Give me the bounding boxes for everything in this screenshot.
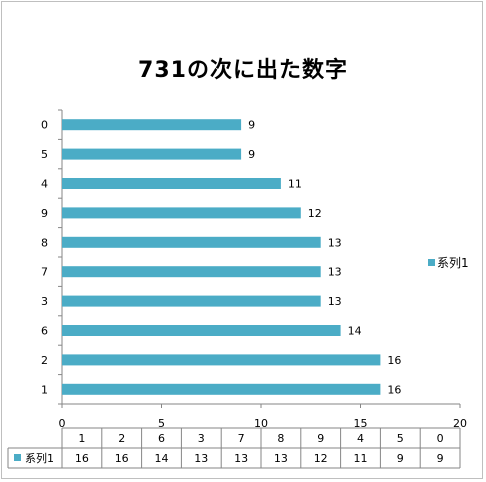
table-value-2: 16	[115, 452, 129, 465]
data-label-6: 14	[348, 325, 362, 338]
bar-4	[62, 178, 281, 189]
bar-9	[62, 207, 301, 219]
x-tick-label-15: 15	[354, 417, 368, 430]
y-tick-label-2: 2	[41, 354, 48, 367]
legend: 系列1	[428, 254, 469, 271]
data-label-0: 9	[248, 119, 255, 132]
bar-1	[62, 383, 381, 395]
table-series-label: 系列1	[25, 451, 54, 465]
y-tick-label-1: 1	[41, 383, 48, 396]
x-tick-label-0: 0	[59, 417, 66, 430]
y-tick-label-6: 6	[41, 325, 48, 338]
data-label-2: 16	[387, 354, 401, 367]
y-tick-label-9: 9	[41, 207, 48, 220]
table-header-5: 5	[397, 432, 404, 445]
x-tick-label-10: 10	[254, 417, 268, 430]
data-label-8: 13	[328, 236, 342, 249]
table-header-0: 0	[437, 432, 444, 445]
table-value-3: 13	[194, 452, 208, 465]
table-header-6: 6	[158, 432, 165, 445]
data-label-4: 11	[288, 178, 302, 191]
bar-2	[62, 354, 381, 366]
table-value-0: 9	[437, 452, 444, 465]
x-tick-label-20: 20	[453, 417, 467, 430]
bar-5	[62, 148, 242, 160]
table-value-8: 13	[274, 452, 288, 465]
x-tick-label-5: 5	[158, 417, 165, 430]
y-tick-label-4: 4	[41, 178, 48, 191]
data-label-7: 13	[328, 266, 342, 279]
table-header-7: 7	[238, 432, 245, 445]
bar-8	[62, 236, 321, 248]
bar-6	[62, 325, 341, 336]
y-tick-label-7: 7	[41, 266, 48, 279]
y-tick-label-0: 0	[41, 119, 48, 132]
table-value-9: 12	[314, 452, 328, 465]
bar-0	[62, 119, 242, 131]
data-label-3: 13	[328, 295, 342, 308]
data-label-5: 9	[248, 148, 255, 161]
y-tick-label-8: 8	[41, 236, 48, 249]
data-label-9: 12	[308, 207, 322, 220]
table-header-2: 2	[118, 432, 125, 445]
table-header-8: 8	[277, 432, 284, 445]
table-header-3: 3	[198, 432, 205, 445]
table-header-4: 4	[357, 432, 364, 445]
table-value-5: 9	[397, 452, 404, 465]
chart-title: 731の次に出た数字	[138, 58, 348, 83]
table-header-1: 1	[78, 432, 85, 445]
table-value-6: 14	[155, 452, 169, 465]
table-legend-swatch	[14, 454, 21, 461]
table-header-9: 9	[317, 432, 324, 445]
table-value-7: 13	[234, 452, 248, 465]
y-tick-label-3: 3	[41, 295, 48, 308]
bar-3	[62, 295, 321, 307]
bar-7	[62, 266, 321, 278]
table-value-1: 16	[75, 452, 89, 465]
data-label-1: 16	[387, 383, 401, 396]
legend-label: 系列1	[437, 256, 469, 270]
table-value-4: 11	[354, 452, 368, 465]
legend-swatch	[428, 259, 435, 266]
y-tick-label-5: 5	[41, 148, 48, 161]
